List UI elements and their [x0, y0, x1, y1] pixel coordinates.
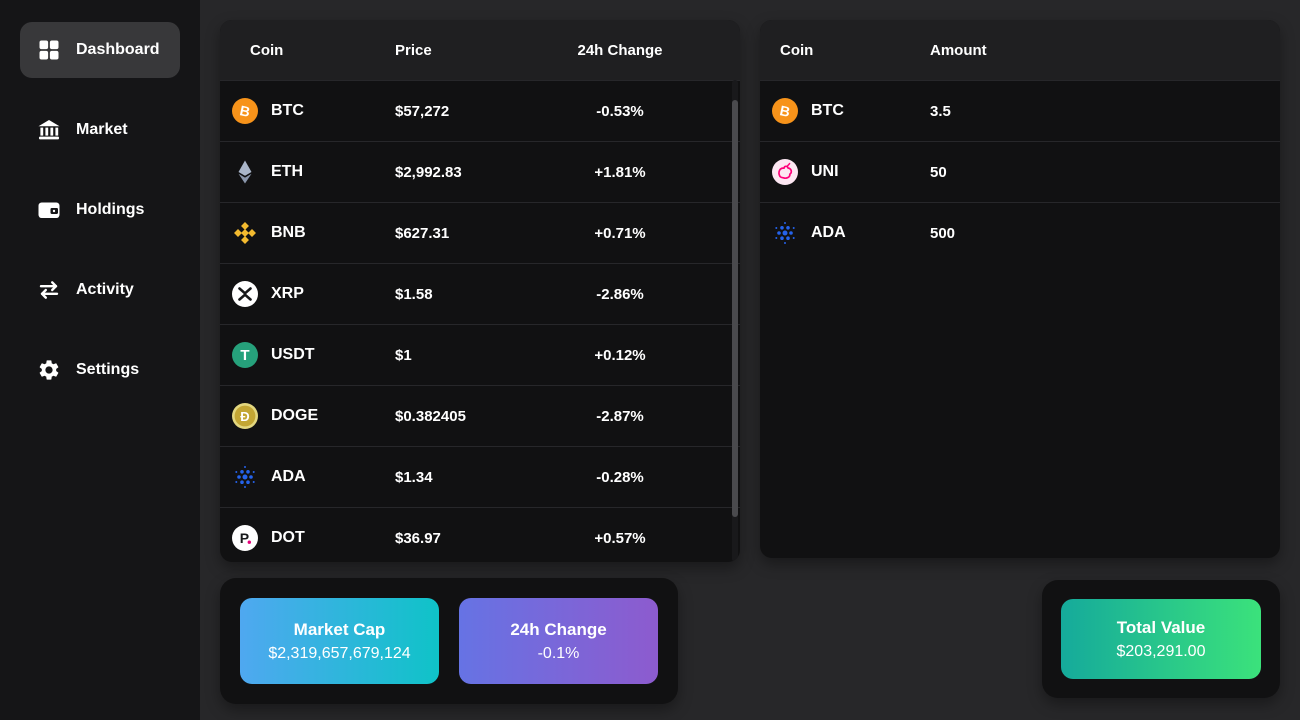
svg-text:B: B	[238, 102, 251, 120]
column-header-coin: Coin	[780, 41, 814, 59]
sidebar-item-label: Holdings	[76, 201, 145, 218]
table-row[interactable]: XRP $1.58 -2.86%	[220, 263, 740, 324]
table-row[interactable]: P DOT $36.97 +0.57%	[220, 507, 740, 562]
holdings-table-panel: Coin Amount B BTC 3.5 UNI 50	[760, 20, 1280, 558]
total-value-label: Total Value	[1116, 617, 1206, 637]
sidebar-item-label: Settings	[76, 361, 140, 378]
svg-text:T: T	[240, 347, 249, 364]
coin-symbol: ADA	[271, 468, 306, 485]
coin-price: $57,272	[395, 102, 450, 120]
coin-change: -2.87%	[596, 407, 644, 425]
stats-container: Market Cap $2,319,657,679,124 24h Change…	[220, 578, 678, 704]
sidebar: Dashboard Market Holdings Activity Setti…	[0, 0, 200, 720]
coin-change: -2.86%	[596, 285, 644, 303]
coin-symbol: XRP	[271, 285, 304, 302]
column-header-change: 24h Change	[577, 41, 663, 59]
table-row[interactable]: UNI 50	[760, 141, 1280, 202]
sidebar-item-activity[interactable]: Activity	[20, 262, 180, 318]
settings-icon	[36, 357, 62, 383]
table-row[interactable]: ADA 500	[760, 202, 1280, 263]
market-icon	[36, 117, 62, 143]
coin-amount: 3.5	[930, 102, 951, 120]
eth-icon	[232, 159, 258, 185]
table-row[interactable]: B BTC $57,272 -0.53%	[220, 80, 740, 141]
sidebar-item-dashboard[interactable]: Dashboard	[20, 22, 180, 78]
day-change-value: -0.1%	[537, 644, 580, 662]
btc-icon: B	[772, 98, 798, 124]
coin-symbol: BTC	[811, 102, 844, 119]
coin-change: +0.12%	[594, 346, 646, 364]
scrollbar[interactable]	[732, 80, 738, 562]
coin-change: -0.28%	[596, 468, 644, 486]
coin-price: $2,992.83	[395, 163, 462, 181]
market-table-panel: Coin Price 24h Change B BTC $57,272 -0.5…	[220, 20, 740, 562]
table-row[interactable]: Ð DOGE $0.382405 -2.87%	[220, 385, 740, 446]
coin-symbol: DOGE	[271, 407, 319, 424]
day-change-label: 24h Change	[510, 619, 607, 639]
column-header-coin: Coin	[250, 41, 284, 59]
ada-icon	[232, 464, 258, 490]
dot-icon: P	[232, 525, 258, 551]
sidebar-item-holdings[interactable]: Holdings	[20, 182, 180, 238]
coin-change: +0.57%	[594, 529, 646, 547]
coin-amount: 500	[930, 224, 956, 242]
market-cap-card: Market Cap $2,319,657,679,124	[240, 598, 439, 684]
coin-change: -0.53%	[596, 102, 644, 120]
doge-icon: Ð	[232, 403, 258, 429]
coin-symbol: UNI	[811, 163, 839, 180]
coin-symbol: ETH	[271, 163, 303, 180]
sidebar-item-label: Dashboard	[76, 41, 160, 58]
column-header-amount: Amount	[930, 41, 987, 59]
xrp-icon	[232, 281, 258, 307]
coin-price: $0.382405	[395, 407, 466, 425]
table-row[interactable]: B BTC 3.5	[760, 80, 1280, 141]
coin-symbol: BNB	[271, 224, 306, 241]
coin-symbol: DOT	[271, 529, 305, 546]
coin-change: +1.81%	[594, 163, 646, 181]
sidebar-item-market[interactable]: Market	[20, 102, 180, 158]
day-change-card: 24h Change -0.1%	[459, 598, 658, 684]
table-row[interactable]: ETH $2,992.83 +1.81%	[220, 141, 740, 202]
table-row[interactable]: ADA $1.34 -0.28%	[220, 446, 740, 507]
total-value-container: Total Value $203,291.00	[1042, 580, 1280, 698]
market-table-body: B BTC $57,272 -0.53% ETH $2,992.83 +1.81…	[220, 80, 740, 562]
svg-text:Ð: Ð	[240, 409, 249, 424]
market-cap-label: Market Cap	[293, 619, 386, 639]
coin-change: +0.71%	[594, 224, 646, 242]
usdt-icon: T	[232, 342, 258, 368]
column-header-price: Price	[395, 41, 432, 59]
coin-amount: 50	[930, 163, 947, 181]
ada-icon	[772, 220, 798, 246]
market-table-header: Coin Price 24h Change	[220, 20, 740, 80]
activity-icon	[36, 277, 62, 303]
market-cap-value: $2,319,657,679,124	[268, 644, 411, 662]
table-row[interactable]: T USDT $1 +0.12%	[220, 324, 740, 385]
dashboard-icon	[36, 37, 62, 63]
uni-icon	[772, 159, 798, 185]
sidebar-item-label: Activity	[76, 281, 134, 298]
table-row[interactable]: BNB $627.31 +0.71%	[220, 202, 740, 263]
svg-text:P: P	[240, 530, 249, 546]
sidebar-item-label: Market	[76, 121, 128, 138]
sidebar-item-settings[interactable]: Settings	[20, 342, 180, 398]
coin-symbol: ADA	[811, 224, 846, 241]
total-value-card: Total Value $203,291.00	[1061, 599, 1261, 679]
coin-price: $627.31	[395, 224, 450, 242]
svg-text:B: B	[778, 102, 791, 120]
coin-price: $1.58	[395, 285, 433, 303]
btc-icon: B	[232, 98, 258, 124]
coin-price: $1.34	[395, 468, 433, 486]
holdings-table-header: Coin Amount	[760, 20, 1280, 80]
coin-symbol: BTC	[271, 102, 304, 119]
bnb-icon	[232, 220, 258, 246]
coin-symbol: USDT	[271, 346, 315, 363]
total-value-value: $203,291.00	[1116, 642, 1206, 660]
scrollbar-thumb[interactable]	[732, 100, 738, 517]
holdings-table-body: B BTC 3.5 UNI 50 ADA 500	[760, 80, 1280, 263]
coin-price: $36.97	[395, 529, 441, 547]
coin-price: $1	[395, 346, 412, 364]
holdings-icon	[36, 197, 62, 223]
